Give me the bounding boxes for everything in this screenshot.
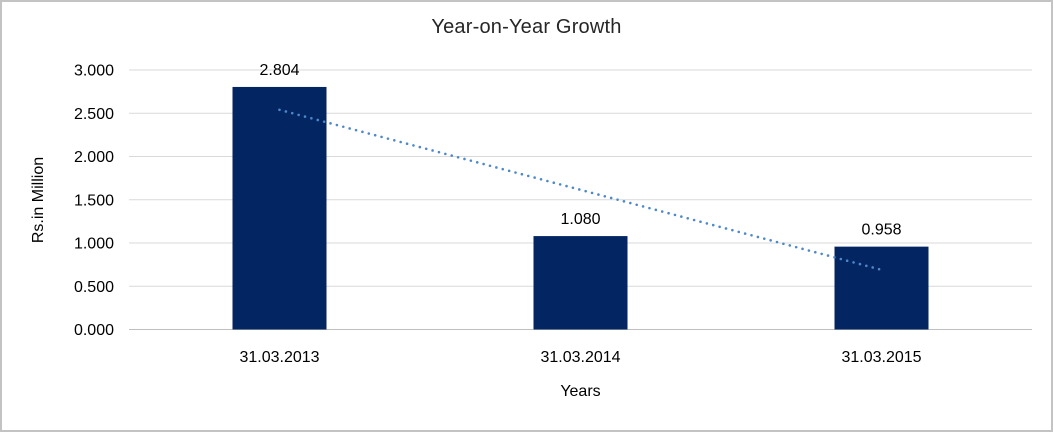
y-tick-label: 0.000 bbox=[74, 322, 114, 339]
y-tick-label: 3.000 bbox=[74, 63, 114, 80]
trendline bbox=[278, 108, 883, 272]
bar bbox=[834, 246, 929, 330]
y-tick-label: 0.500 bbox=[74, 279, 114, 296]
y-tick-label: 1.500 bbox=[74, 192, 114, 209]
bar-value-label: 0.958 bbox=[861, 222, 901, 239]
bar bbox=[533, 236, 628, 330]
chart-title: Year-on-Year Growth bbox=[431, 16, 622, 38]
bar bbox=[232, 86, 327, 330]
x-tick-label: 31.03.2015 bbox=[841, 349, 921, 366]
x-axis-title: Years bbox=[560, 383, 601, 400]
y-tick-label: 1.000 bbox=[74, 236, 114, 253]
bar-value-label: 2.804 bbox=[259, 62, 299, 79]
y-axis-title: Rs.in Million bbox=[30, 156, 47, 244]
x-tick-label: 31.03.2014 bbox=[540, 349, 620, 366]
y-tick-label: 2.500 bbox=[74, 106, 114, 123]
x-tick-label: 31.03.2013 bbox=[239, 349, 319, 366]
bar-value-label: 1.080 bbox=[560, 211, 600, 228]
y-tick-label: 2.000 bbox=[74, 149, 114, 166]
